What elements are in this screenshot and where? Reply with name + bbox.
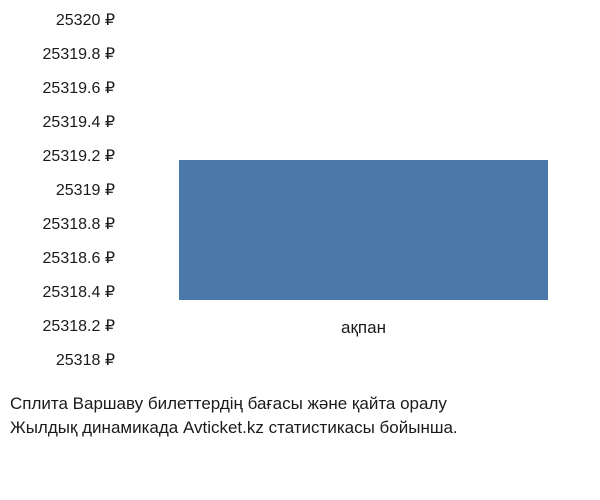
- y-tick-label: 25318.6 ₽: [43, 248, 115, 268]
- y-tick-label: 25319.4 ₽: [43, 112, 115, 132]
- y-tick-label: 25319 ₽: [56, 180, 115, 200]
- y-tick-label: 25318.4 ₽: [43, 282, 115, 302]
- bar-akpan: [179, 160, 548, 300]
- y-tick-label: 25320 ₽: [56, 10, 115, 30]
- y-tick-label: 25318 ₽: [56, 350, 115, 370]
- y-tick-label: 25318.2 ₽: [43, 316, 115, 336]
- plot-area: [125, 20, 575, 300]
- x-tick-label: ақпан: [341, 318, 386, 338]
- y-tick-label: 25319.2 ₽: [43, 146, 115, 166]
- caption-line-2: Жылдық динамикада Avticket.kz статистика…: [10, 416, 590, 440]
- caption-line-1: Сплита Варшаву билеттердің бағасы және қ…: [10, 392, 590, 416]
- y-tick-label: 25318.8 ₽: [43, 214, 115, 234]
- chart-caption: Сплита Варшаву билеттердің бағасы және қ…: [0, 392, 600, 440]
- y-axis: 25320 ₽ 25319.8 ₽ 25319.6 ₽ 25319.4 ₽ 25…: [0, 20, 120, 360]
- y-tick-label: 25319.6 ₽: [43, 78, 115, 98]
- y-tick-label: 25319.8 ₽: [43, 44, 115, 64]
- chart-container: 25320 ₽ 25319.8 ₽ 25319.6 ₽ 25319.4 ₽ 25…: [0, 20, 600, 360]
